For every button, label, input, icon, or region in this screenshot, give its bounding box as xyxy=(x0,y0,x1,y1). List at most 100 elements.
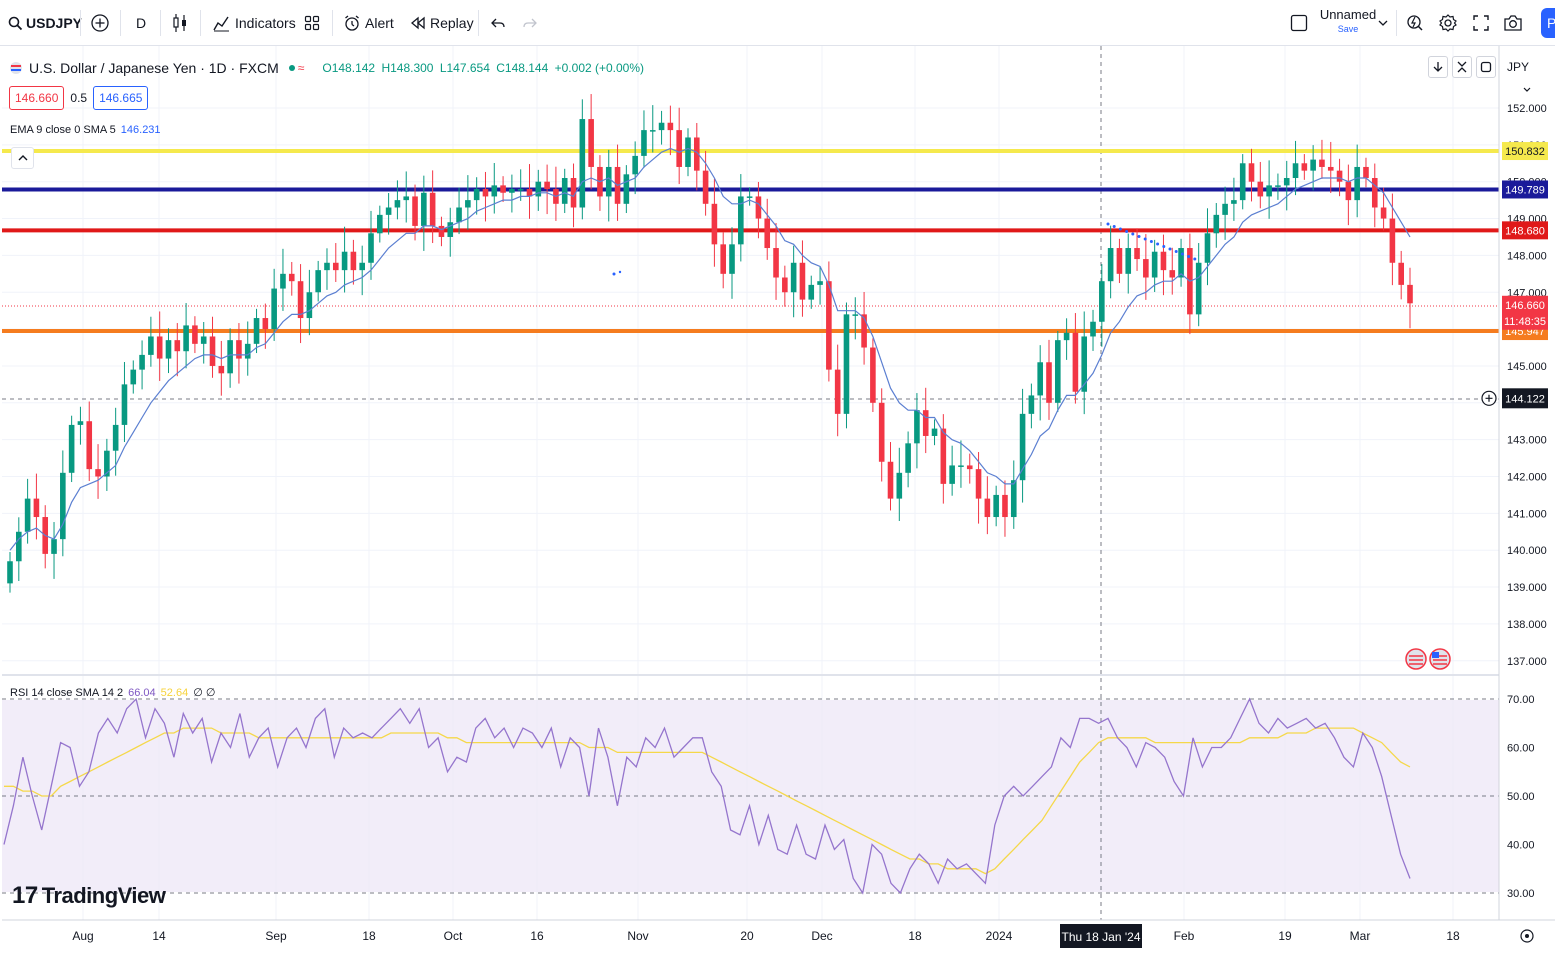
price-tick-label: 142.000 xyxy=(1507,472,1547,484)
candle-body xyxy=(244,343,251,359)
search-icon xyxy=(8,16,23,30)
maximize-pane-button[interactable] xyxy=(1476,56,1496,78)
quick-search-button[interactable] xyxy=(1406,0,1424,46)
undo-button[interactable] xyxy=(490,0,506,46)
trend-dot xyxy=(1118,227,1122,231)
snapshot-button[interactable] xyxy=(1503,0,1523,46)
candle-body xyxy=(148,336,154,355)
rsi-legend[interactable]: RSI 14 close SMA 14 2 66.04 52.64 ∅ ∅ xyxy=(10,686,215,699)
candle-body xyxy=(693,137,700,171)
candle-body xyxy=(315,270,321,293)
candle-body xyxy=(1257,181,1264,197)
buy-button[interactable]: 146.665 xyxy=(93,86,149,110)
fullscreen-button[interactable] xyxy=(1472,0,1490,46)
candle-body xyxy=(1363,166,1369,179)
candle-body xyxy=(473,189,480,201)
candle-body xyxy=(491,185,498,197)
time-tick-label: 20 xyxy=(740,929,754,943)
lightning-search-icon xyxy=(1407,15,1423,31)
red-level-label: 148.680 xyxy=(1505,225,1545,237)
candle-body xyxy=(738,196,744,245)
tradingview-logo-icon: 17 xyxy=(12,882,38,909)
alert-button[interactable]: Alert xyxy=(343,0,394,46)
time-tick-label: 2024 xyxy=(986,929,1013,943)
candle-body xyxy=(1134,248,1140,260)
tradingview-logo[interactable]: 17 TradingView xyxy=(12,882,166,910)
settings-button[interactable] xyxy=(1438,0,1458,46)
candle-body xyxy=(1292,163,1299,179)
chart-type-button[interactable] xyxy=(172,0,188,46)
candle-body xyxy=(561,178,568,204)
candle-body xyxy=(1046,362,1052,403)
price-tick-label: 138.000 xyxy=(1507,619,1547,631)
time-tick-label: 16 xyxy=(530,929,544,943)
compare-button[interactable] xyxy=(90,0,110,46)
candle-body xyxy=(782,277,788,293)
candle-body xyxy=(156,336,163,359)
publish-button[interactable]: Pu xyxy=(1541,8,1555,38)
trend-dot xyxy=(1125,230,1129,233)
flags-icon xyxy=(10,62,22,74)
economic-event-icon[interactable] xyxy=(1405,648,1427,670)
candle-body xyxy=(746,196,753,198)
gear-center xyxy=(1525,934,1529,938)
dotted-trendline[interactable] xyxy=(1106,222,1197,261)
indicators-icon xyxy=(213,16,229,32)
candle-body xyxy=(60,472,66,540)
candle-body xyxy=(834,369,841,414)
interval-button[interactable]: D xyxy=(136,15,147,31)
candle-body xyxy=(1063,332,1070,341)
ema-legend[interactable]: EMA 9 close 0 SMA 5 146.231 xyxy=(10,124,161,136)
data-status-icon[interactable]: ≈ xyxy=(297,61,305,75)
price-tick-label: 143.000 xyxy=(1507,435,1547,447)
rsi-axis[interactable]: 70.00 60.00 50.00 40.00 30.00 xyxy=(1507,694,1535,900)
time-tick-label: 18 xyxy=(1446,929,1460,943)
symbol-search-button[interactable]: USDJPY xyxy=(8,0,82,46)
layout-dropdown[interactable] xyxy=(1378,0,1388,46)
redo-button[interactable] xyxy=(522,0,538,46)
crosshair-date-box xyxy=(1060,924,1142,948)
candle-body xyxy=(1266,185,1272,197)
price-tick-label: 139.000 xyxy=(1507,582,1547,594)
candle-body xyxy=(236,340,242,359)
trend-dot xyxy=(1162,245,1166,248)
collapse-pane-button[interactable] xyxy=(1452,56,1472,78)
collapse-legend-button[interactable] xyxy=(11,147,34,169)
layout-name-button[interactable]: Unnamed Save xyxy=(1318,8,1378,36)
time-axis[interactable]: Aug 14 Sep 18 Oct 16 Nov 20 Dec 18 2024 Feb 19 Mar 18 T… xyxy=(72,924,1460,948)
layout-checkbox[interactable] xyxy=(1290,0,1308,46)
market-status-icon[interactable] xyxy=(288,65,295,71)
candle-body xyxy=(306,292,313,319)
candle-body xyxy=(1081,336,1088,392)
candle-body xyxy=(843,314,850,414)
time-tick-label: Mar xyxy=(1350,929,1371,943)
replay-button[interactable]: Replay xyxy=(410,0,474,46)
currency-label: JPY xyxy=(1507,60,1530,74)
candle-body xyxy=(1002,494,1008,518)
candle-body xyxy=(570,178,577,208)
sell-button[interactable]: 146.660 xyxy=(9,86,65,110)
candle-body xyxy=(429,192,436,226)
candle-body xyxy=(1301,163,1308,171)
candle-body xyxy=(826,281,832,370)
currency-selector[interactable]: JPY xyxy=(1505,56,1551,92)
candle-body xyxy=(341,251,348,271)
time-tick-label: 14 xyxy=(152,929,166,943)
time-tick-label: 18 xyxy=(908,929,922,943)
gear-icon xyxy=(1439,14,1457,32)
templates-button[interactable] xyxy=(304,0,320,46)
undo-icon xyxy=(491,18,505,28)
events-markers[interactable] xyxy=(1404,647,1456,676)
candles xyxy=(7,94,1413,593)
candle-body xyxy=(605,166,612,197)
candle-body xyxy=(1371,178,1378,208)
symbol-title[interactable]: U.S. Dollar / Japanese Yen · 1D · FXCM xyxy=(29,60,279,76)
scroll-down-button[interactable] xyxy=(1428,56,1448,78)
candle-body xyxy=(914,410,920,444)
indicators-button[interactable]: Indicators xyxy=(212,0,296,46)
crosshair-price-label: 144.122 xyxy=(1505,393,1545,405)
chart-canvas[interactable]: 152.000151.000150.000149.000148.000147.0… xyxy=(0,46,1555,955)
axis-settings-button[interactable] xyxy=(1520,929,1534,943)
change-value: +0.002 (+0.00%) xyxy=(554,61,645,75)
blue-marker-dots xyxy=(612,270,622,276)
